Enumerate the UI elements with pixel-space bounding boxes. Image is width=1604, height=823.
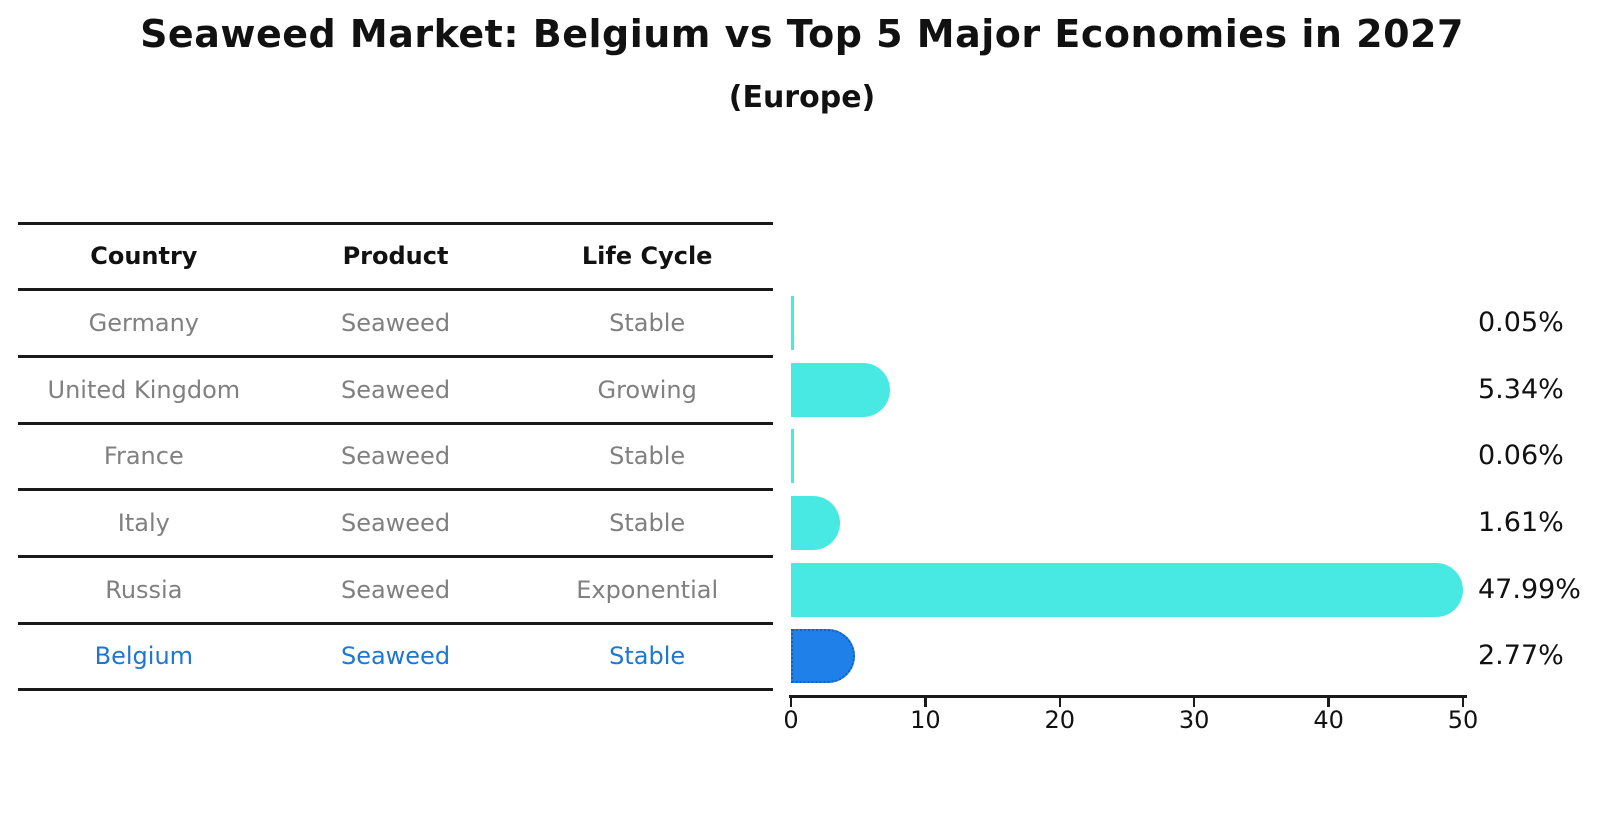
header-life-cycle: Life Cycle [581, 242, 713, 270]
cell-country: Belgium [94, 642, 194, 670]
x-axis-tick [1461, 697, 1465, 707]
table-row-france: France Seaweed Stable [18, 440, 773, 472]
bar-united-kingdom [791, 363, 890, 417]
x-axis-tick [924, 697, 927, 707]
bar-italy [791, 496, 840, 550]
cell-country: Germany [88, 309, 199, 337]
x-axis-tick [789, 697, 793, 707]
bar-russia [791, 563, 1463, 617]
cell-product: Seaweed [340, 642, 451, 670]
chart-title: Seaweed Market: Belgium vs Top 5 Major E… [140, 12, 1464, 56]
value-label-united-kingdom: 5.34% [1478, 374, 1564, 405]
table-border-header [18, 288, 773, 291]
cell-life-cycle: Stable [609, 642, 686, 670]
table-row-belgium: Belgium Seaweed Stable [18, 640, 773, 672]
value-label-germany: 0.05% [1478, 307, 1564, 338]
table-row-germany: Germany Seaweed Stable [18, 307, 773, 339]
table-row-united-kingdom: United Kingdom Seaweed Growing [18, 374, 773, 406]
bar-france [791, 429, 794, 483]
value-label-russia: 47.99% [1478, 574, 1581, 605]
value-label-italy: 1.61% [1478, 507, 1564, 538]
bar-belgium [791, 629, 856, 683]
x-axis-tick-label: 0 [783, 706, 799, 734]
table-row-divider [18, 622, 773, 625]
cell-life-cycle: Stable [609, 442, 686, 470]
table-row-divider [18, 422, 773, 425]
x-axis-tick-label: 30 [1178, 706, 1210, 734]
cell-life-cycle: Exponential [576, 576, 719, 604]
cell-product: Seaweed [340, 376, 451, 404]
table-row-divider [18, 555, 773, 558]
x-axis-tick-label: 20 [1044, 706, 1076, 734]
table-row-divider [18, 355, 773, 358]
table-border-top [18, 222, 773, 225]
chart-subtitle: (Europe) [728, 80, 876, 115]
cell-life-cycle: Growing [597, 376, 697, 404]
header-product: Product [342, 242, 449, 270]
x-axis-line [789, 695, 1467, 698]
value-label-belgium: 2.77% [1478, 640, 1564, 671]
x-axis-tick [1192, 697, 1196, 707]
cell-life-cycle: Stable [609, 509, 686, 537]
bar-germany [791, 296, 794, 350]
cell-product: Seaweed [340, 442, 451, 470]
table-row-divider [18, 488, 773, 491]
x-axis-tick-label: 10 [910, 706, 941, 734]
x-axis-tick [1327, 697, 1330, 707]
table-border-bottom [18, 688, 773, 691]
table-header-row: Country Product Life Cycle [18, 240, 773, 272]
value-label-france: 0.06% [1478, 440, 1564, 471]
x-axis-tick-label: 40 [1313, 706, 1344, 734]
cell-country: United Kingdom [47, 376, 241, 404]
cell-country: France [103, 442, 184, 470]
cell-product: Seaweed [340, 509, 451, 537]
x-axis-tick-label: 50 [1447, 706, 1479, 734]
cell-country: Russia [105, 576, 183, 604]
cell-life-cycle: Stable [609, 309, 686, 337]
table-row-italy: Italy Seaweed Stable [18, 507, 773, 539]
cell-country: Italy [117, 509, 170, 537]
cell-product: Seaweed [340, 309, 451, 337]
header-country: Country [90, 242, 198, 270]
cell-product: Seaweed [340, 576, 451, 604]
x-axis-tick [1058, 697, 1062, 707]
table-row-russia: Russia Seaweed Exponential [18, 574, 773, 606]
